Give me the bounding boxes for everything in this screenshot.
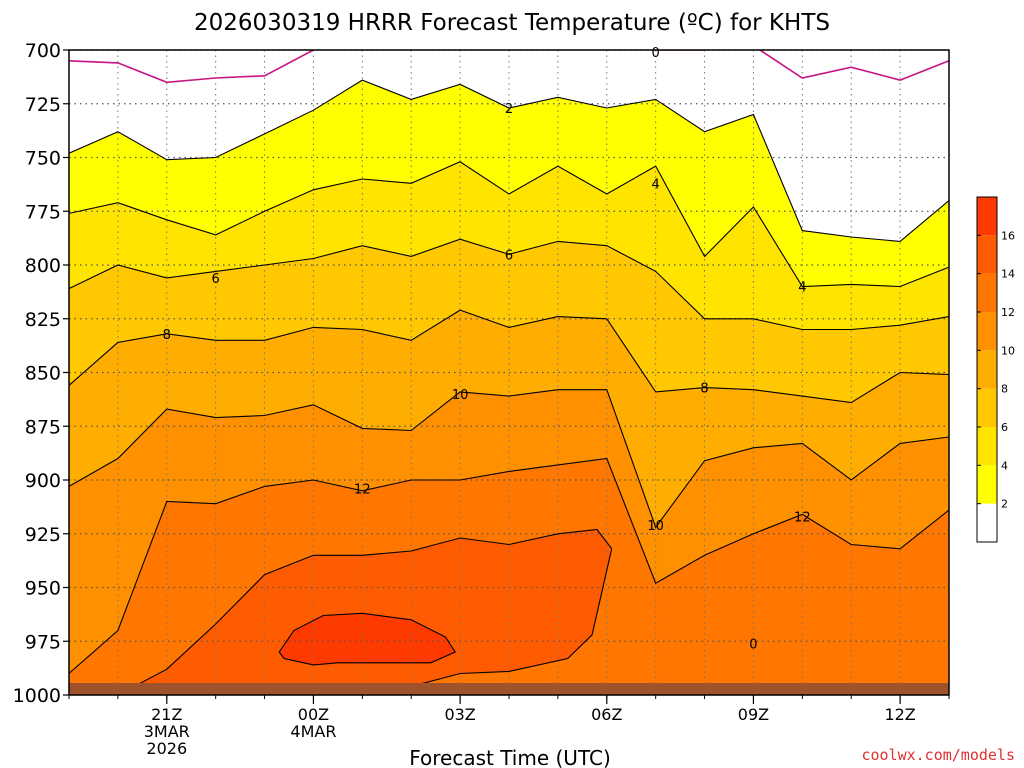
contour-label: 10 [452, 388, 469, 403]
colorbar-swatch [977, 273, 997, 312]
chart-title: 2026030319 HRRR Forecast Temperature (ºC… [194, 10, 830, 36]
y-tick-label: 975 [25, 631, 61, 653]
contour-line-4 [69, 161, 949, 288]
contour-lines [69, 50, 949, 695]
contour-label: 0 [749, 637, 757, 652]
y-tick-label: 900 [25, 470, 61, 492]
y-tick-label: 725 [25, 94, 61, 116]
y-tick-label: 875 [25, 416, 61, 438]
site-credit: coolwx.com/models [861, 746, 1015, 764]
x-tick-sublabel: 2026 [146, 739, 187, 758]
contour-label: 6 [212, 272, 220, 287]
fill-band-16 [279, 613, 456, 665]
colorbar-legend: 2 4 6 8 10 12 14 16 [976, 196, 1015, 543]
plot-area: 0 2 4 4 6 6 8 8 10 10 12 12 0 [68, 46, 950, 696]
x-tick-label: 21Z [151, 705, 182, 724]
contour-line-2 [69, 79, 949, 242]
y-tick-label: 1000 [13, 685, 61, 707]
x-axis-label: Forecast Time (UTC) [409, 746, 611, 768]
colorbar-swatch [977, 388, 997, 427]
x-tick-label: 00Z [298, 705, 329, 724]
ground-strip [69, 683, 949, 695]
contour-fills [69, 50, 949, 695]
contour-label: 4 [652, 177, 660, 192]
colorbar-label: 12 [1001, 306, 1015, 319]
contour-label: 10 [647, 519, 664, 534]
y-tick-label: 825 [25, 309, 61, 331]
contour-line-8 [69, 309, 949, 404]
y-tick-label: 700 [25, 40, 61, 62]
colorbar-swatch [977, 312, 997, 351]
colorbar-label: 10 [1001, 344, 1015, 357]
y-tick-label: 750 [25, 148, 61, 170]
y-axis: 700 725 750 775 800 825 850 875 900 925 950 975 1000 [13, 40, 69, 707]
contour-labels: 0 2 4 4 6 6 8 8 10 10 12 12 0 [163, 46, 811, 652]
y-tick-label: 800 [25, 255, 61, 277]
colorbar-label: 6 [1001, 421, 1008, 434]
colorbar-swatch [977, 465, 997, 504]
contour-line-0 [69, 50, 949, 84]
contour-line-12 [69, 457, 949, 674]
x-tick-sublabel: 3MAR [144, 722, 190, 741]
x-tick-sublabel: 4MAR [290, 722, 336, 741]
colorbar-label: 2 [1001, 498, 1008, 511]
colorbar-swatch [977, 197, 997, 236]
y-tick-label: 950 [25, 578, 61, 600]
x-tick-label: 09Z [738, 705, 769, 724]
x-tick-label: 03Z [444, 705, 475, 724]
contour-label: 8 [700, 382, 708, 397]
colorbar-swatch [977, 350, 997, 389]
colorbar-swatch [977, 503, 997, 542]
x-tick-label: 12Z [884, 705, 915, 724]
contour-label: 12 [794, 511, 811, 526]
contour-label: 2 [505, 102, 513, 117]
contour-label: 4 [798, 281, 806, 296]
y-tick-label: 775 [25, 201, 61, 223]
contour-label: 8 [163, 328, 171, 343]
contour-label: 0 [652, 46, 660, 61]
contour-label: 12 [354, 483, 371, 498]
fill-band-14 [117, 529, 612, 695]
contour-line-6 [69, 238, 949, 331]
contour-line-16 [278, 612, 457, 666]
colorbar-frame [976, 196, 998, 543]
contour-line-10 [69, 389, 949, 529]
contour-label: 6 [505, 248, 513, 263]
y-tick-label: 850 [25, 363, 61, 385]
colorbar-swatch [977, 427, 997, 466]
colorbar-label: 8 [1001, 383, 1008, 396]
y-tick-label: 925 [25, 524, 61, 546]
colorbar-label: 16 [1001, 229, 1015, 242]
colorbar-label: 4 [1001, 459, 1008, 472]
x-tick-label: 06Z [591, 705, 622, 724]
colorbar-swatch [977, 235, 997, 274]
colorbar-label: 14 [1001, 268, 1015, 281]
